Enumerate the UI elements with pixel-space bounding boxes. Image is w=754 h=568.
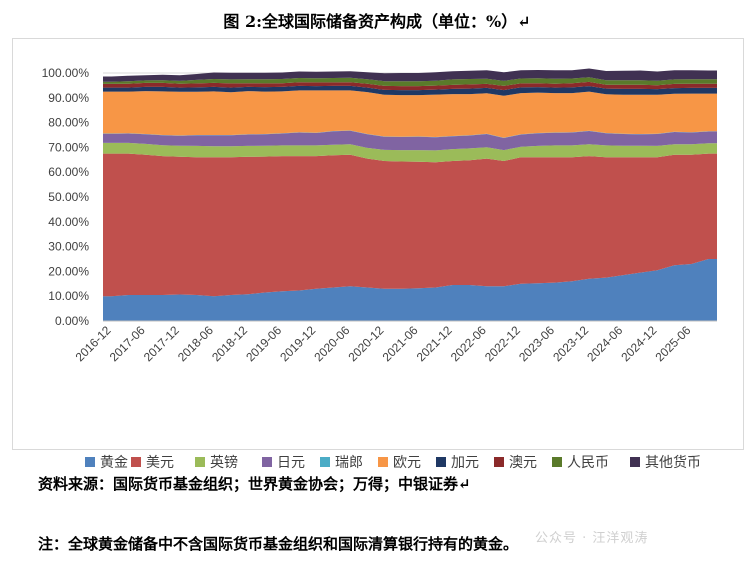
source-note: 资料来源：国际货币基金组织；世界黄金协会；万得；中银证券↵ [38,475,471,493]
y-tick-label: 20.00% [48,264,89,278]
y-tick-label: 80.00% [48,116,89,130]
page-title: 图 2:全球国际储备资产构成（单位：%）↵ [223,12,531,31]
legend-label: 瑞郎 [335,455,363,471]
y-tick-label: 40.00% [48,215,89,229]
legend-label: 黄金 [100,455,128,471]
x-tick-label: 2016-12 [73,323,114,364]
y-tick-label: 10.00% [48,289,89,303]
x-tick-label: 2020-12 [345,323,386,364]
series-area-日元 [103,130,717,151]
x-tick-label: 2024-12 [618,323,659,364]
legend-item: 人民币 [552,452,609,472]
legend-item: 瑞郎 [320,452,363,472]
legend-label: 其他货币 [645,455,701,471]
y-tick-label: 0.00% [55,314,89,328]
legend-item: 加元 [436,452,479,472]
series-area-澳元 [103,81,717,91]
y-tick-label: 30.00% [48,240,89,254]
series-area-黄金 [103,259,717,321]
x-tick-label: 2021-06 [380,323,421,364]
legend-item: 日元 [262,452,305,472]
legend-label: 人民币 [567,455,609,471]
legend-swatch [436,457,446,467]
series-area-英镑 [103,142,717,163]
y-tick-label: 50.00% [48,190,89,204]
legend-item: 其他货币 [630,452,701,472]
legend-item: 黄金 [85,452,128,472]
x-tick-label: 2022-12 [482,323,523,364]
x-tick-label: 2025-06 [652,323,693,364]
x-tick-label: 2018-06 [175,323,216,364]
legend-swatch [320,457,330,467]
x-tick-label: 2019-06 [243,323,284,364]
legend-label: 澳元 [509,455,537,471]
legend-swatch [131,457,141,467]
legend-label: 加元 [451,455,479,471]
x-tick-label: 2021-12 [414,323,455,364]
legend-item: 澳元 [494,452,537,472]
series-area-欧元 [103,90,717,138]
legend-label: 欧元 [393,455,421,471]
x-tick-label: 2023-12 [550,323,591,364]
x-tick-label: 2024-06 [584,323,625,364]
legend-swatch [195,457,205,467]
series-area-加元 [103,85,717,96]
x-tick-label: 2018-12 [209,323,250,364]
footnote: 注：全球黄金储备中不含国际货币基金组织和国际清算银行持有的黄金。 [38,535,519,553]
y-tick-label: 90.00% [48,91,89,105]
legend-swatch [494,457,504,467]
legend-item: 英镑 [195,452,238,472]
chart-legend: 黄金 美元 英镑 日元 瑞郎 欧元 加元 澳元 人民币 其他货币 [25,452,754,476]
legend-label: 美元 [146,455,174,471]
x-tick-label: 2022-06 [448,323,489,364]
series-area-其他货币 [103,68,717,82]
legend-label: 日元 [277,455,305,471]
chart-frame: 0.00% 10.00% 20.00% 30.00% 40.00% 50.00% 60.00… [12,38,744,471]
watermark: 公众号 · 汪洋观涛 [535,531,649,546]
x-tick-label: 2023-06 [516,323,557,364]
legend-swatch [85,457,95,467]
legend-swatch [630,457,640,467]
legend-swatch [262,457,272,467]
stacked-area-chart: 0.00% 10.00% 20.00% 30.00% 40.00% 50.00% 60.00… [42,66,717,364]
x-tick-label: 2017-06 [107,323,148,364]
series-area-人民币 [103,77,717,87]
legend-item: 欧元 [378,452,421,472]
legend-label: 英镑 [210,455,238,471]
legend-swatch [378,457,388,467]
x-tick-label: 2017-12 [141,323,182,364]
x-tick-label: 2019-12 [277,323,318,364]
legend-item: 美元 [131,452,174,472]
series-area-美元 [103,153,717,297]
y-tick-label: 70.00% [48,140,89,154]
x-tick-label: 2020-06 [311,323,352,364]
y-tick-label: 100.00% [42,66,90,80]
legend-swatch [552,457,562,467]
y-tick-label: 60.00% [48,165,89,179]
